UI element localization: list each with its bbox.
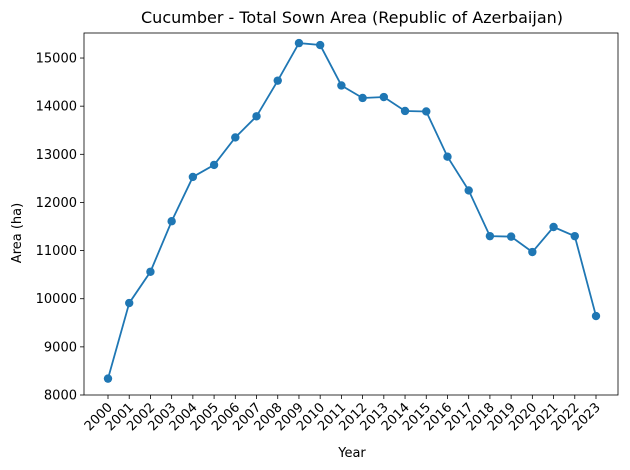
chart-title: Cucumber - Total Sown Area (Republic of … [141,8,563,27]
data-point [464,186,473,195]
data-point [549,222,558,232]
data-point [252,112,261,121]
y-tick-label: 12000 [36,196,77,211]
y-tick-label: 9000 [44,340,77,355]
data-point [528,247,537,257]
data-point [400,106,410,116]
data-point [294,38,304,48]
plot-frame [83,32,619,396]
y-axis-ticks: 8000 9000 10000 11000 12000 13000 14000 15000 [36,52,84,404]
y-tick-label: 8000 [44,389,77,404]
data-point [167,217,176,226]
x-axis-ticks: 2000200120022003200420052006200720082009… [82,395,604,434]
data-point [188,172,198,182]
data-point [337,81,346,90]
y-tick-label: 15000 [36,52,77,67]
data-point [379,92,389,102]
series-points [103,38,601,383]
data-point [146,267,155,276]
x-axis-label: Year [337,446,366,461]
y-axis-label: Area (ha) [10,203,25,263]
data-point [485,231,495,241]
data-point [570,231,579,241]
data-point [125,298,134,308]
data-point [591,311,601,321]
data-point [103,374,113,383]
data-point [231,133,240,142]
data-point [422,107,431,116]
axes-frame [83,32,619,396]
data-point [506,232,516,241]
series-line-group [107,42,597,379]
data-point [273,76,282,85]
y-tick-label: 14000 [36,100,77,115]
y-tick-label: 10000 [36,292,77,307]
data-point [358,93,367,103]
data-point [443,152,452,161]
y-tick-label: 13000 [36,148,77,163]
data-point [209,160,219,170]
series-line [107,42,597,379]
y-tick-label: 11000 [36,244,77,259]
data-point [315,40,325,50]
